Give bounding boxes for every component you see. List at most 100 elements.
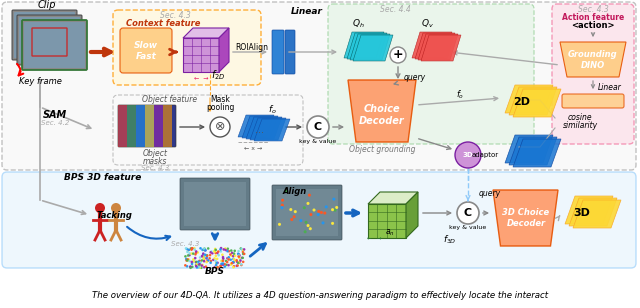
Point <box>210 249 220 254</box>
Point <box>278 198 288 203</box>
Point <box>233 261 243 265</box>
Point <box>184 247 194 252</box>
Point <box>330 208 340 213</box>
Point <box>285 207 296 212</box>
Text: <action>: <action> <box>572 22 615 30</box>
Point <box>214 253 224 258</box>
Text: key & value: key & value <box>449 225 486 230</box>
Point <box>197 254 207 259</box>
FancyBboxPatch shape <box>24 22 85 68</box>
Point <box>223 263 234 268</box>
Polygon shape <box>560 42 626 77</box>
Point <box>191 263 201 268</box>
Point <box>198 254 209 259</box>
Point <box>211 265 221 270</box>
Point <box>188 257 198 262</box>
Text: +: + <box>393 48 403 62</box>
Point <box>182 264 192 269</box>
Point <box>234 260 244 265</box>
Polygon shape <box>254 119 290 141</box>
Point <box>289 214 300 219</box>
FancyBboxPatch shape <box>19 17 80 63</box>
Point <box>235 257 245 261</box>
FancyBboxPatch shape <box>136 105 145 147</box>
Point <box>194 264 204 269</box>
Point <box>229 251 239 256</box>
Point <box>216 249 226 254</box>
Point <box>199 256 209 261</box>
Point <box>238 249 248 254</box>
Polygon shape <box>509 137 557 165</box>
Text: Tacking: Tacking <box>97 210 133 220</box>
Point <box>316 210 326 215</box>
Point <box>180 254 191 259</box>
Point <box>225 257 236 262</box>
Point <box>183 253 193 258</box>
FancyBboxPatch shape <box>12 10 77 60</box>
Circle shape <box>111 203 121 213</box>
Point <box>181 257 191 261</box>
Point <box>220 246 230 251</box>
Point <box>191 249 202 254</box>
Point <box>313 212 323 217</box>
FancyBboxPatch shape <box>272 185 342 240</box>
Text: Sec. 4.2: Sec. 4.2 <box>41 120 69 126</box>
Point <box>328 221 338 226</box>
Polygon shape <box>219 28 229 72</box>
Text: Object: Object <box>143 148 168 157</box>
Point <box>196 263 207 268</box>
Point <box>213 249 223 254</box>
Polygon shape <box>569 198 617 226</box>
Point <box>239 251 250 256</box>
FancyBboxPatch shape <box>2 2 636 170</box>
Polygon shape <box>350 34 390 60</box>
Point <box>199 246 209 251</box>
Text: $f_{2D}$: $f_{2D}$ <box>211 68 225 82</box>
Point <box>234 254 244 259</box>
Text: Grounding
DINO: Grounding DINO <box>568 50 618 70</box>
Point <box>189 247 200 252</box>
Point <box>228 260 239 265</box>
Point <box>195 260 205 265</box>
Point <box>211 261 221 265</box>
Point <box>221 248 231 253</box>
Point <box>212 260 223 265</box>
FancyBboxPatch shape <box>180 178 250 230</box>
Point <box>187 259 197 264</box>
Point <box>182 247 192 252</box>
FancyBboxPatch shape <box>562 94 624 108</box>
Point <box>197 262 207 267</box>
Polygon shape <box>573 200 621 228</box>
Text: $Q_v$: $Q_v$ <box>420 18 433 30</box>
Point <box>201 264 211 269</box>
Point <box>237 255 247 260</box>
Polygon shape <box>183 38 219 72</box>
Point <box>234 253 244 258</box>
Point <box>198 252 209 257</box>
Point <box>220 261 230 266</box>
Point <box>193 250 203 255</box>
Point <box>236 246 246 251</box>
Text: ROIAlign: ROIAlign <box>236 43 269 51</box>
Polygon shape <box>513 139 561 167</box>
Point <box>187 246 197 251</box>
Point <box>223 255 234 260</box>
FancyBboxPatch shape <box>552 4 634 144</box>
Point <box>209 249 220 254</box>
Text: Choice
Decoder: Choice Decoder <box>359 104 405 126</box>
Point <box>215 247 225 252</box>
Point <box>182 258 193 263</box>
Point <box>184 258 195 263</box>
Point <box>224 249 234 254</box>
Point <box>287 217 297 222</box>
Point <box>221 262 232 267</box>
Point <box>290 209 300 214</box>
Text: Context feature: Context feature <box>126 18 200 27</box>
Point <box>197 247 207 252</box>
Text: Sec. 4.3: Sec. 4.3 <box>578 5 609 14</box>
Point <box>227 261 237 265</box>
FancyBboxPatch shape <box>120 28 172 73</box>
Point <box>222 260 232 265</box>
Point <box>236 258 246 263</box>
FancyBboxPatch shape <box>184 182 246 226</box>
